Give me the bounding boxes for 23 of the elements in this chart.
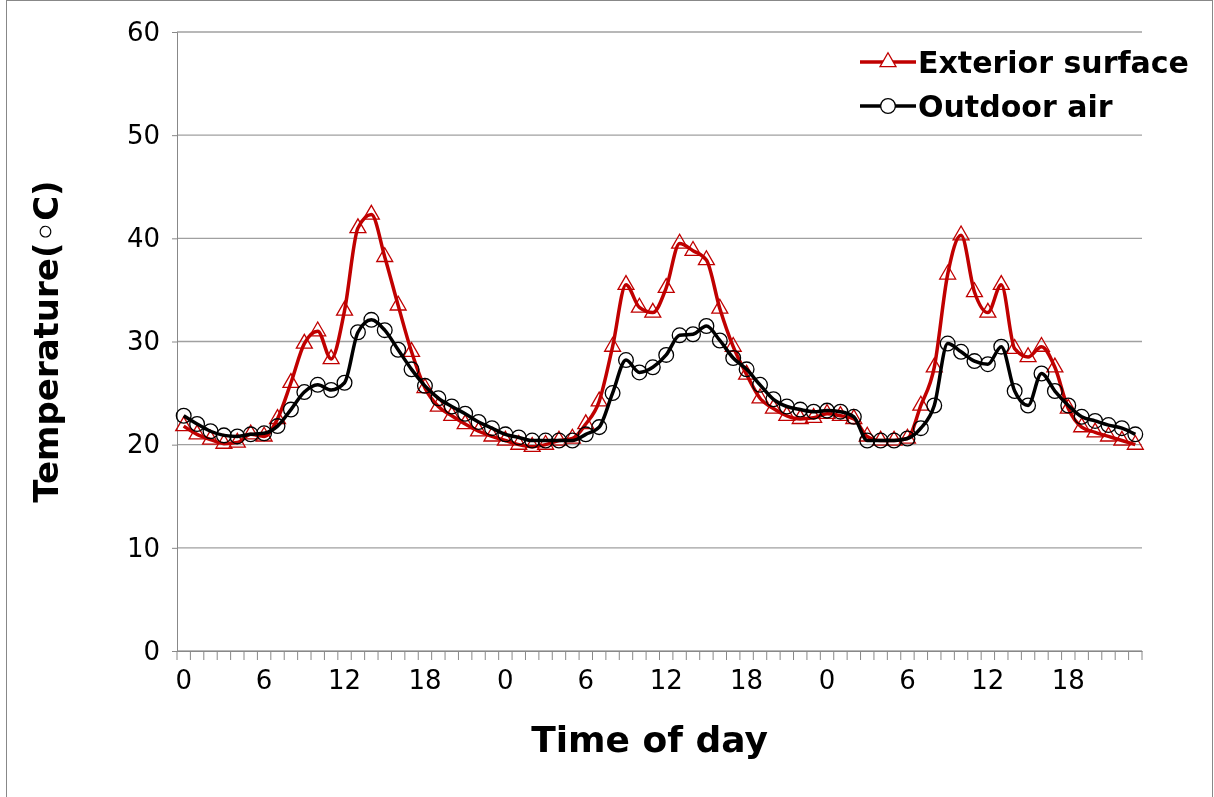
x-tick-label: 0 xyxy=(818,665,836,696)
x-tick-label: 12 xyxy=(649,665,683,696)
y-tick-label: 50 xyxy=(126,119,160,150)
x-tick-label: 6 xyxy=(899,665,916,696)
legend-label: Exterior surface xyxy=(918,45,1189,80)
x-tick-label: 12 xyxy=(971,665,1005,696)
legend-label: Outdoor air xyxy=(918,89,1113,124)
y-tick-label: 10 xyxy=(126,532,160,563)
x-tick-label: 0 xyxy=(497,665,514,696)
y-tick-label: 40 xyxy=(126,223,160,254)
x-axis-title: Time of day xyxy=(531,719,768,760)
y-tick-label: 30 xyxy=(126,326,160,357)
x-tick-label: 6 xyxy=(255,665,273,696)
x-tick-label: 18 xyxy=(408,665,442,696)
y-tick-label: 20 xyxy=(126,429,160,460)
y-tick-label: 60 xyxy=(126,16,160,47)
y-tick-label: 0 xyxy=(143,635,160,666)
y-axis-title: Temperature(◦C) xyxy=(26,180,66,503)
x-tick-label: 6 xyxy=(577,665,595,696)
x-tick-label: 18 xyxy=(1051,665,1085,696)
x-tick-label: 12 xyxy=(327,665,362,696)
x-tick-label: 18 xyxy=(730,665,764,696)
x-tick-label: 0 xyxy=(175,665,192,696)
